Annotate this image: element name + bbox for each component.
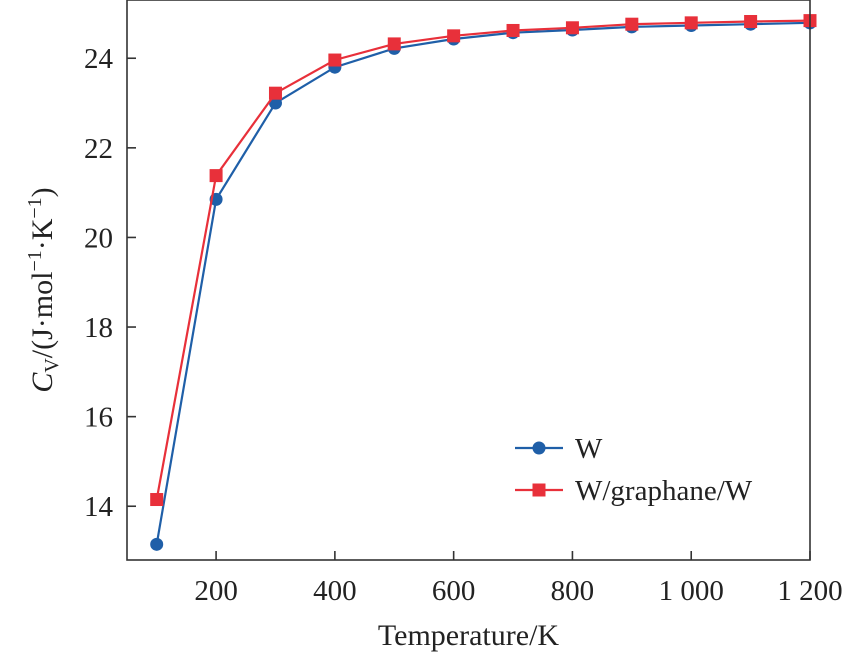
data-point-w-graphane-w	[150, 493, 164, 507]
plot-frame	[126, 0, 811, 561]
x-tick-label: 600	[432, 575, 476, 607]
legend-label-w-graphane-w: W/graphane/W	[575, 475, 753, 507]
x-tick-label: 1 000	[659, 575, 724, 607]
y-axis-title-sup2: −1	[24, 197, 46, 218]
data-point-w-graphane-w	[268, 86, 282, 100]
y-axis-title-sup1: −1	[24, 250, 46, 271]
x-tick-label: 800	[551, 575, 595, 607]
y-axis-title-sub: V	[41, 358, 63, 373]
data-point-w-graphane-w	[209, 169, 223, 183]
series-line-w	[155, 21, 811, 545]
x-tick-label: 200	[194, 575, 238, 607]
x-tick-label: 1 200	[777, 575, 842, 607]
y-axis-title-base: C	[26, 372, 59, 393]
x-axis-title: Temperature/K	[378, 619, 559, 652]
data-point-w-graphane-w	[506, 23, 520, 37]
y-axis-title: CV/(J·mol−1·K−1)	[24, 187, 63, 392]
data-point-w-graphane-w	[447, 29, 461, 43]
data-point-w-graphane-w	[328, 53, 342, 67]
legend-item-w: W	[515, 433, 603, 465]
data-point-w-graphane-w	[387, 37, 401, 51]
legend-label-w: W	[575, 433, 603, 465]
y-axis-title-mid: /(J·mol	[26, 272, 59, 359]
legend-marker-w	[532, 441, 546, 455]
data-point-w	[150, 537, 164, 551]
y-tick-label: 18	[84, 312, 113, 344]
y-tick-label: 20	[84, 222, 113, 254]
ticks-layer: 200 400 600 800 1 000 1 200 14 16 18 20 22 24	[84, 43, 843, 607]
y-tick-label: 22	[84, 133, 113, 165]
legend-marker-w-graphane-w	[532, 483, 546, 497]
data-point-w-graphane-w	[565, 21, 579, 35]
data-point-w-graphane-w	[684, 16, 698, 30]
y-tick-label: 14	[84, 491, 114, 523]
x-tick-label: 400	[313, 575, 357, 607]
series-layer	[150, 14, 817, 551]
y-axis-title-mid2: ·K	[26, 218, 59, 250]
y-tick-label: 24	[84, 43, 114, 75]
data-point-w	[268, 96, 282, 110]
y-tick-label: 16	[84, 402, 113, 434]
legend-item-w-graphane-w: W/graphane/W	[515, 475, 753, 507]
data-point-w-graphane-w	[625, 17, 639, 31]
series-line-w-graphane-w	[155, 19, 811, 500]
legend: W W/graphane/W	[515, 433, 753, 507]
y-axis-title-end: )	[26, 187, 59, 197]
data-point-w-graphane-w	[744, 15, 758, 29]
